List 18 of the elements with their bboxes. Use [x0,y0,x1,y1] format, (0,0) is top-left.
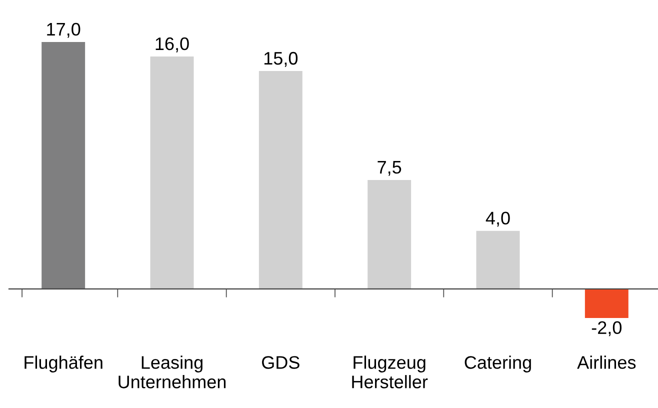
data-label: 16,0 [156,37,189,52]
data-label: 7,5 [378,161,402,176]
bar [150,56,194,289]
data-label: 17,0 [47,22,80,38]
x-tick-label: Flughäfen [24,356,102,372]
bar [258,71,302,289]
x-tick-label: GDS [262,356,300,369]
x-tick-label: Leasing Unternehmen [118,356,226,388]
bar [476,230,520,289]
data-label: 4,0 [486,212,510,227]
data-label: -2,0 [592,321,622,336]
x-tick-label: Catering [464,356,531,372]
x-tick-label: Flugzeug Hersteller [352,356,428,388]
bar [584,288,628,318]
bar [42,42,86,289]
x-tick-label: Airlines [577,356,636,369]
data-label: 15,0 [264,52,298,67]
bar [368,180,412,289]
